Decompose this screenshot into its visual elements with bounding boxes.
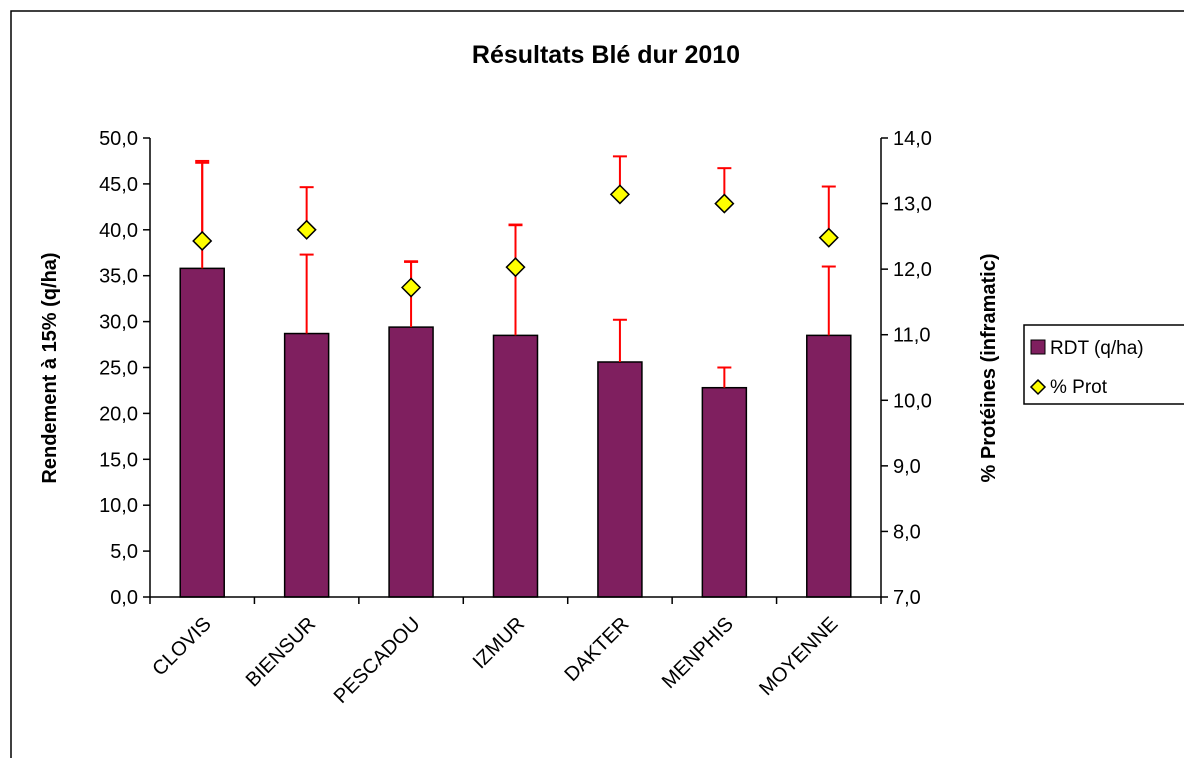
- prot-marker: [192, 230, 213, 252]
- prot-marker: [818, 227, 839, 248]
- prot-marker: [609, 184, 630, 205]
- left-tick-label: 30,0: [99, 312, 138, 334]
- left-tick-label: 20,0: [99, 403, 138, 425]
- left-tick-label: 15,0: [99, 449, 138, 471]
- bar: [806, 334, 852, 598]
- right-tick-label: 12,0: [893, 259, 932, 281]
- prot-marker: [714, 193, 735, 214]
- prot-marker: [505, 257, 526, 278]
- chart-title: Résultats Blé dur 2010: [472, 41, 740, 69]
- plot-area: 0,0 5,0 10,0 15,0 20,0 25,0 30,0 35,0 40,0 45,0 50…: [99, 128, 932, 708]
- bar: [283, 332, 330, 598]
- bar: [492, 334, 539, 598]
- left-tick-label: 5,0: [110, 541, 138, 563]
- legend: RDT (q/ha) % Prot: [1023, 324, 1184, 405]
- left-tick-label: 45,0: [99, 174, 138, 196]
- left-tick-label: 40,0: [99, 220, 138, 242]
- left-tick-label: 50,0: [99, 128, 138, 150]
- right-tick-label: 11,0: [893, 325, 930, 347]
- right-tick-label: 7,0: [893, 587, 921, 609]
- right-axis-title: % Protéines (inframatic): [978, 254, 1000, 483]
- legend-swatch-rdt: [1030, 339, 1046, 355]
- left-tick-label: 10,0: [99, 495, 138, 517]
- bar: [701, 386, 748, 598]
- legend-box: [1023, 324, 1184, 405]
- left-tick-label: 0,0: [110, 587, 138, 609]
- prot-marker: [401, 277, 422, 298]
- right-tick-label: 8,0: [893, 521, 921, 543]
- right-tick-label: 14,0: [893, 128, 932, 150]
- legend-label-prot: % Prot: [1050, 377, 1108, 398]
- prot-marker: [296, 219, 317, 240]
- right-tick-label: 10,0: [893, 390, 932, 412]
- legend-label-rdt: RDT (q/ha): [1050, 338, 1144, 359]
- left-tick-label: 35,0: [99, 266, 138, 288]
- legend-marker-prot: [1029, 378, 1047, 396]
- bar: [597, 361, 643, 598]
- bar: [179, 267, 225, 598]
- left-axis-title: Rendement à 15% (q/ha): [39, 252, 61, 483]
- right-tick-label: 13,0: [893, 194, 932, 216]
- left-tick-label: 25,0: [99, 358, 138, 380]
- right-tick-label: 9,0: [893, 456, 921, 478]
- bar: [388, 326, 434, 598]
